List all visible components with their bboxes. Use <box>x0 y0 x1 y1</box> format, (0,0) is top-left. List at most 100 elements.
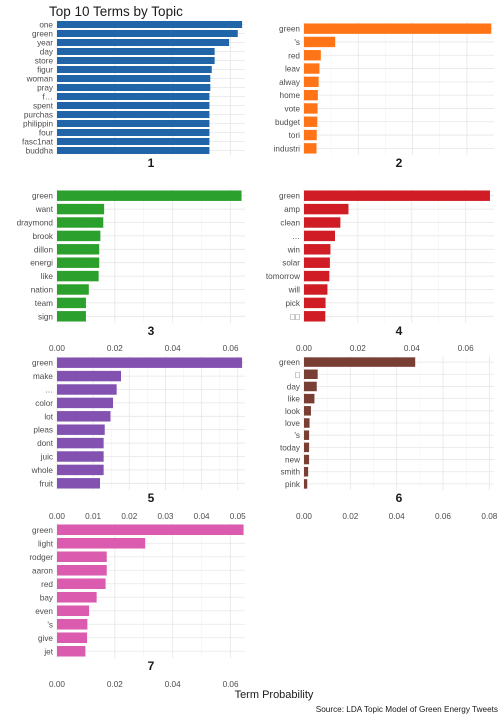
term-label: 's <box>294 38 300 47</box>
bar-4-3 <box>304 217 341 228</box>
tick-label: 0.02 <box>107 344 123 353</box>
bar-5-8 <box>57 451 104 462</box>
bar-1-14 <box>57 137 210 146</box>
bar-3-10 <box>57 311 86 322</box>
term-label: green <box>32 359 53 368</box>
term-label: home <box>280 91 301 100</box>
term-label: one <box>39 21 53 30</box>
bar-1-4 <box>57 47 215 56</box>
term-label: … <box>292 232 300 241</box>
tick-label: 0.06 <box>223 344 239 353</box>
term-label: like <box>41 272 54 281</box>
bar-1-9 <box>57 92 210 101</box>
chart-caption: Source: LDA Topic Model of Green Energy … <box>316 705 498 714</box>
bar-5-7 <box>57 437 104 449</box>
bar-2-6 <box>304 89 318 101</box>
bar-5-1 <box>57 357 243 368</box>
panel-4: green amp clean … win solar tomorrow will pick □□… <box>266 189 494 353</box>
bar-7-8 <box>57 618 88 630</box>
bar-6-7 <box>304 430 310 440</box>
term-label: dillon <box>34 245 54 254</box>
term-label: □□ <box>290 312 300 321</box>
term-label: lot <box>44 412 53 421</box>
bar-1-2 <box>57 29 238 38</box>
term-label: love <box>285 419 300 428</box>
term-label: dont <box>37 439 54 448</box>
panel-2: green 's red leav alway home vote budget tori ind… <box>274 22 494 170</box>
bar-3-5 <box>57 244 100 255</box>
panel-title: 7 <box>148 659 155 673</box>
bar-5-3 <box>57 384 117 395</box>
bar-1-3 <box>57 38 230 47</box>
tick-label: 0.00 <box>49 512 65 521</box>
term-label: bay <box>40 593 54 602</box>
bar-6-11 <box>304 479 308 489</box>
tick-label: 0.00 <box>49 680 65 689</box>
bar-1-15 <box>57 146 210 155</box>
bar-4-8 <box>304 284 328 295</box>
term-label: red <box>288 51 300 60</box>
bar-6-4 <box>304 393 315 404</box>
term-label: □ <box>295 370 300 379</box>
bar-6-8 <box>304 442 310 453</box>
bar-7-3 <box>57 551 107 563</box>
term-label: green <box>32 526 53 535</box>
bar-6-1 <box>304 357 416 367</box>
bar-7-5 <box>57 578 106 590</box>
term-label: draymond <box>17 219 54 228</box>
tick-label: 0.06 <box>223 680 239 689</box>
term-label: color <box>35 399 53 408</box>
bar-2-7 <box>304 103 318 114</box>
term-label: whole <box>31 466 54 475</box>
term-label: look <box>285 407 301 416</box>
chart-title: Top 10 Terms by Topic <box>49 4 183 19</box>
term-label: four <box>39 129 53 138</box>
panel-title: 5 <box>148 491 155 505</box>
bar-2-8 <box>304 116 318 127</box>
tick-label: 0.04 <box>194 512 210 521</box>
term-label: solar <box>282 259 300 268</box>
bar-2-5 <box>304 76 319 88</box>
term-label: philippin <box>23 120 53 129</box>
panel-1: onegreenyeardaystorefigurwomanprayf…spen… <box>22 20 245 170</box>
bar-1-8 <box>57 83 211 92</box>
bar-4-4 <box>304 230 335 242</box>
term-label: fasc1nat <box>22 138 54 147</box>
bar-5-10 <box>57 478 101 489</box>
bar-5-5 <box>57 411 111 422</box>
tick-label: 0.00 <box>296 512 312 521</box>
panel-title: 3 <box>148 324 155 338</box>
tick-label: 0.02 <box>107 680 123 689</box>
term-label: budget <box>275 118 301 127</box>
bar-3-9 <box>57 297 86 309</box>
bar-4-10 <box>304 311 326 322</box>
term-label: woman <box>26 75 54 84</box>
bar-4-5 <box>304 244 331 255</box>
term-label: rodger <box>29 553 53 562</box>
term-label: want <box>35 205 54 214</box>
bar-6-2 <box>304 369 318 380</box>
tick-label: 0.04 <box>389 512 405 521</box>
term-label: vote <box>285 104 301 113</box>
bar-7-6 <box>57 591 97 603</box>
term-label: amp <box>284 205 300 214</box>
bar-4-9 <box>304 297 326 309</box>
term-label: jet <box>43 647 53 656</box>
tick-label: 0.02 <box>350 344 366 353</box>
term-label: green <box>279 358 300 367</box>
term-label: pink <box>285 480 301 489</box>
bar-4-7 <box>304 270 330 282</box>
term-label: energi <box>30 259 53 268</box>
term-label: light <box>38 539 54 548</box>
term-label: day <box>40 48 54 57</box>
term-label: green <box>279 192 300 201</box>
bar-5-9 <box>57 464 104 476</box>
term-label: will <box>288 286 301 295</box>
tick-label: 0.02 <box>121 512 137 521</box>
tick-label: 0.01 <box>85 512 101 521</box>
term-label: f… <box>43 93 53 102</box>
bar-2-4 <box>304 63 320 74</box>
x-axis-title: Term Probability <box>235 689 314 701</box>
panel-7: green light rodger aaron red bay even 's give jet… <box>29 523 245 689</box>
term-label: 's <box>294 431 300 440</box>
